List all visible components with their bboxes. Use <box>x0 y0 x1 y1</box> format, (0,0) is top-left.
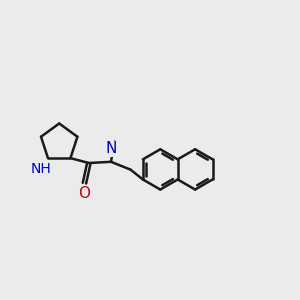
Text: N: N <box>105 141 117 156</box>
Text: NH: NH <box>31 162 52 176</box>
Text: O: O <box>78 186 90 201</box>
